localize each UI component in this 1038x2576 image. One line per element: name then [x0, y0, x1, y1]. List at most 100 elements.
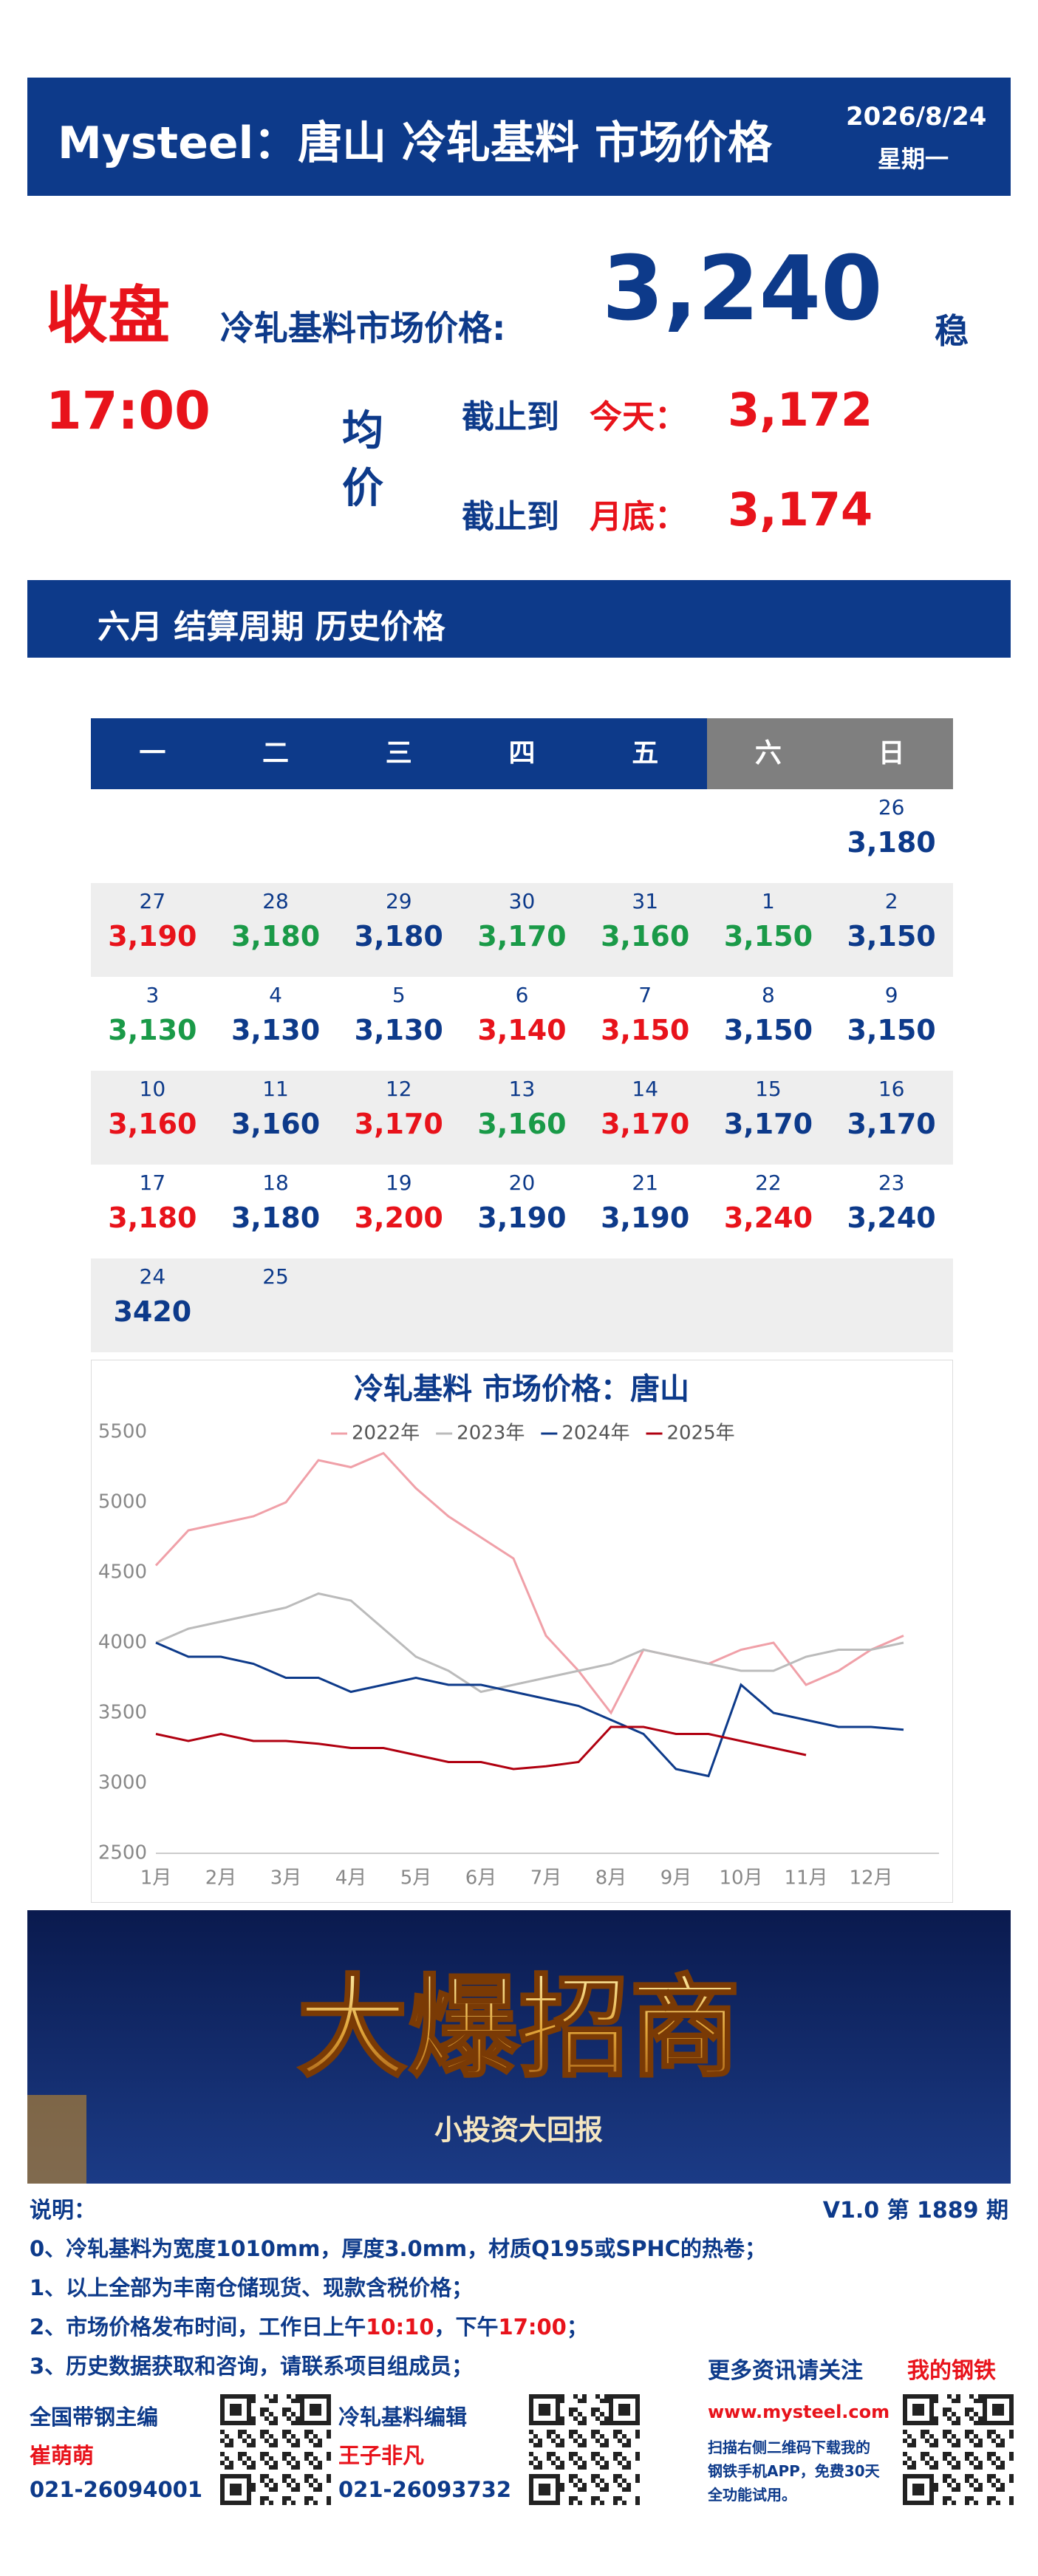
- day-number: 15: [755, 1077, 782, 1101]
- weekday-header: 六: [706, 718, 830, 789]
- day-number: 10: [139, 1077, 166, 1101]
- day-price: 3,150: [723, 920, 813, 953]
- day-price: 3,170: [354, 1108, 443, 1140]
- week-row: [91, 977, 953, 1071]
- contact-name: 王子非凡: [338, 2443, 425, 2468]
- day-number: 27: [139, 889, 166, 913]
- y-tick-label: 4500: [98, 1561, 147, 1584]
- y-tick-label: 3000: [98, 1772, 147, 1794]
- day-number: 29: [385, 889, 412, 913]
- day-number: 25: [262, 1264, 289, 1289]
- day-number: 19: [385, 1171, 412, 1195]
- day-price: 3,150: [847, 920, 936, 953]
- day-price: 3,170: [601, 1108, 690, 1140]
- weekday-header: 一: [91, 718, 214, 789]
- week-row: [91, 883, 953, 977]
- day-number: 5: [392, 983, 406, 1007]
- close-label: 收盘: [46, 279, 171, 352]
- banner: 大爆招商 小投资大回报: [27, 1910, 1011, 2184]
- weekday-header: 五: [583, 718, 707, 789]
- note-line: 2、市场价格发布时间，工作日上午10:10，下午17:00；: [30, 2310, 588, 2341]
- day-number: 14: [632, 1077, 659, 1101]
- day-number: 1: [762, 889, 775, 913]
- day-price: 3,130: [354, 1014, 443, 1046]
- avg-period: 月底：: [590, 498, 687, 536]
- note-text: 17:00: [498, 2314, 567, 2340]
- day-number: 13: [508, 1077, 536, 1101]
- x-tick-label: 2月: [205, 1867, 237, 1890]
- trend: 稳: [935, 311, 969, 351]
- note-text: 0、冷轧基料为宽度1010mm，厚度3.0mm，材质Q195或SPHC的热卷；: [30, 2236, 767, 2261]
- legend-label: 2022年: [352, 1422, 420, 1445]
- notes-heading: 说明：: [30, 2198, 96, 2224]
- note-text: ；: [566, 2314, 588, 2340]
- close-time: 17:00: [46, 381, 211, 441]
- day-price: 3,170: [723, 1108, 813, 1140]
- chart: 冷轧基料 市场价格：唐山 2022年 2023年 2024年 2025年 2500 3000…: [98, 1372, 939, 1890]
- contact-phone: 021-26093732: [338, 2477, 511, 2502]
- day-number: 6: [515, 983, 529, 1007]
- note-line: 1、以上全部为丰南仓储现货、现款含税价格；: [30, 2271, 473, 2302]
- header-bar: [27, 78, 1011, 196]
- day-price: 3,190: [108, 920, 197, 953]
- day-price: 3,240: [723, 1202, 813, 1234]
- day-number: 21: [632, 1171, 659, 1195]
- header-weekday: 星期一: [878, 145, 949, 173]
- day-price: 3,240: [847, 1202, 936, 1234]
- contact-phone: 021-26094001: [30, 2477, 202, 2502]
- market-value: 3,240: [602, 238, 883, 341]
- building: [27, 2095, 86, 2184]
- day-price: 3,160: [108, 1108, 197, 1140]
- note-line: 3、历史数据获取和咨询，请联系项目组成员；: [30, 2349, 473, 2380]
- day-price: 3,130: [231, 1014, 321, 1046]
- week-row: [91, 1071, 953, 1165]
- market-label: 冷轧基料市场价格:: [220, 308, 506, 348]
- day-number: 2: [884, 889, 898, 913]
- header-date: 2026/8/24: [846, 102, 987, 132]
- app-name: 我的钢铁: [907, 2358, 996, 2384]
- day-number: 3: [146, 983, 160, 1007]
- y-tick-label: 5000: [98, 1491, 147, 1513]
- series-line: [155, 1592, 904, 1694]
- contact-name: 崔萌萌: [30, 2443, 95, 2468]
- x-tick-label: 12月: [849, 1867, 892, 1890]
- day-number: 18: [262, 1171, 289, 1195]
- x-tick-label: 6月: [465, 1867, 497, 1890]
- day-number: 4: [269, 983, 282, 1007]
- qr-code: [903, 2394, 1014, 2505]
- day-number: 9: [884, 983, 898, 1007]
- avg-period: 今天：: [590, 398, 687, 436]
- day-number: 30: [508, 889, 536, 913]
- y-tick-label: 5500: [98, 1421, 147, 1443]
- legend-label: 2025年: [667, 1422, 735, 1445]
- day-price: 3,160: [477, 1108, 567, 1140]
- day-number: 24: [139, 1264, 166, 1289]
- day-number: 12: [385, 1077, 412, 1101]
- day-price: 3,190: [601, 1202, 690, 1234]
- x-tick-label: 5月: [400, 1867, 432, 1890]
- day-number: 28: [262, 889, 289, 913]
- note-line: 0、冷轧基料为宽度1010mm，厚度3.0mm，材质Q195或SPHC的热卷；: [30, 2232, 766, 2263]
- day-number: 7: [638, 983, 652, 1007]
- day-number: 23: [878, 1171, 905, 1195]
- day-price: 3,160: [601, 920, 690, 953]
- qr-code: [529, 2394, 640, 2505]
- day-price: 3,180: [108, 1202, 197, 1234]
- promo-line: 钢铁手机APP，免费30天: [708, 2462, 880, 2480]
- banner-subtitle: 小投资大回报: [434, 2114, 603, 2147]
- site: www.mysteel.com: [708, 2402, 890, 2422]
- note-text: 3、历史数据获取和咨询，请联系项目组成员；: [30, 2354, 474, 2379]
- x-tick-label: 1月: [140, 1867, 172, 1890]
- x-tick-label: 3月: [270, 1867, 302, 1890]
- day-price: 3,160: [231, 1108, 321, 1140]
- day-number: 11: [262, 1077, 289, 1101]
- series-line: [155, 1641, 904, 1778]
- day-number: 20: [508, 1171, 536, 1195]
- series-line: [154, 1451, 904, 1715]
- avg-prefix: 截止到: [462, 498, 559, 536]
- day-price: 3,140: [477, 1014, 567, 1046]
- avg-prefix: 截止到: [462, 398, 559, 436]
- day-price: 3,180: [354, 920, 443, 953]
- calendar: 一二三四五六日 26 3,180 27 3,190 28 3,180 29 3,180 30 3,1…: [91, 718, 953, 1352]
